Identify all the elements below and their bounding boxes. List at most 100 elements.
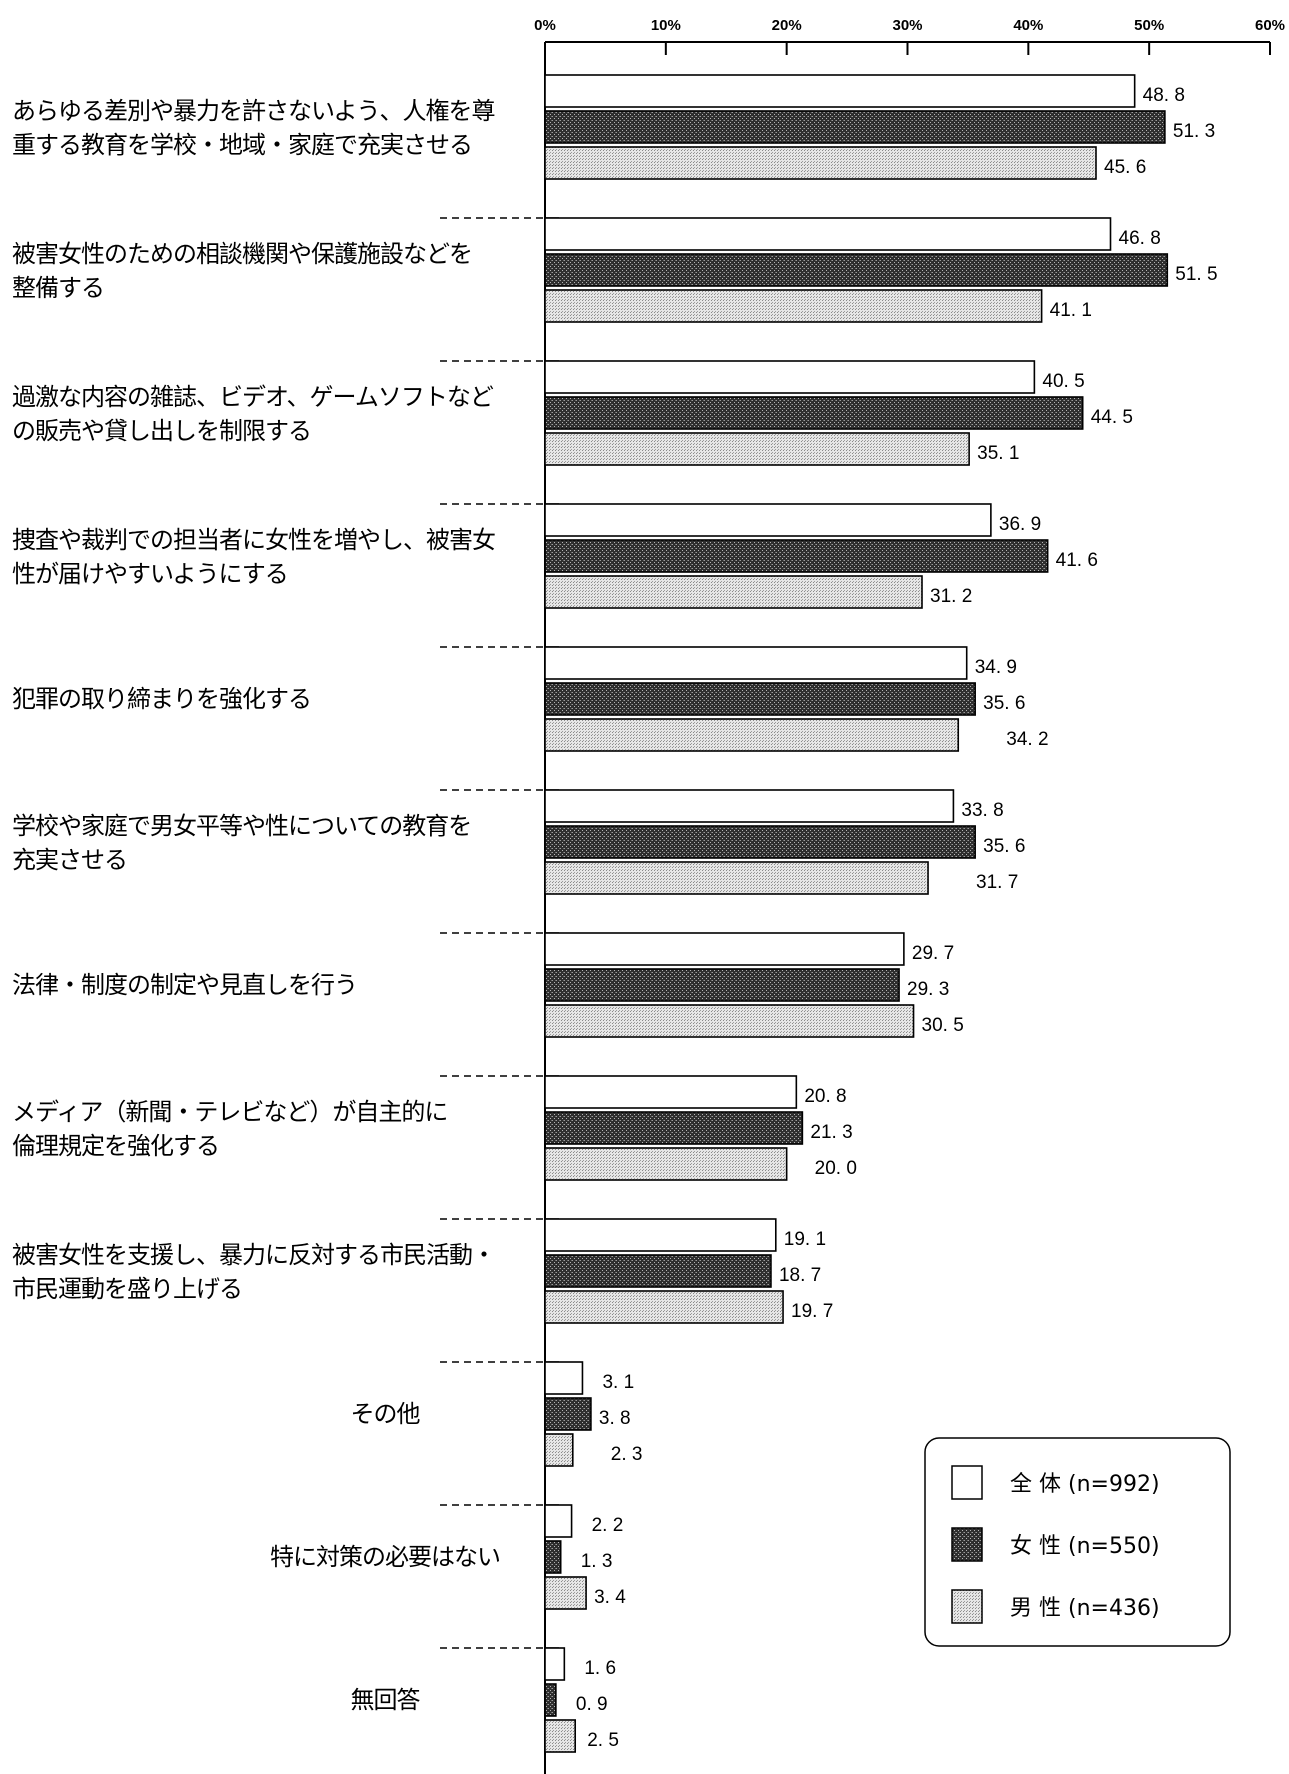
category-label: 学校や家庭で男女平等や性についての教育を: [12, 812, 471, 840]
category-label: メディア（新聞・テレビなど）が自主的に: [12, 1098, 447, 1126]
bar-male: [544, 1147, 788, 1181]
data-label: 29. 7: [912, 943, 954, 964]
bar-total: [544, 503, 992, 537]
bar-total: [544, 1361, 584, 1395]
bar-male: [544, 1004, 915, 1038]
data-label: 3. 4: [594, 1587, 626, 1608]
bar-male: [544, 1719, 577, 1753]
category-label: 充実させる: [12, 846, 127, 874]
bar-total: [544, 932, 905, 966]
data-label: 51. 3: [1173, 121, 1215, 142]
data-label: 35. 6: [983, 693, 1025, 714]
bar-male: [544, 289, 1043, 323]
bar-total: [544, 217, 1112, 251]
bar-female: [544, 396, 1084, 430]
bar-male: [544, 1433, 574, 1467]
category-label: 性が届けやすいようにする: [12, 560, 288, 588]
category-label: 犯罪の取り締まりを強化する: [12, 685, 311, 713]
bar-female: [544, 1254, 772, 1288]
x-tick-label: 30%: [892, 17, 922, 34]
bar-male: [544, 861, 929, 895]
data-label: 44. 5: [1091, 407, 1133, 428]
bar-female: [544, 682, 976, 716]
data-label: 2. 2: [592, 1515, 624, 1536]
data-label: 3. 8: [599, 1408, 631, 1429]
data-label: 19. 1: [784, 1229, 826, 1250]
x-tick-label: 10%: [651, 17, 681, 34]
category-label: 整備する: [12, 274, 104, 302]
bar-female: [544, 1683, 557, 1717]
category-label: 市民運動を盛り上げる: [12, 1275, 242, 1303]
bar-female: [544, 1111, 804, 1145]
data-label: 34. 9: [975, 657, 1017, 678]
bar-male: [544, 1290, 784, 1324]
category-label: 無回答: [351, 1686, 421, 1714]
bar-male: [544, 432, 970, 466]
legend-swatch-male: [951, 1589, 983, 1624]
bar-male: [544, 575, 923, 609]
bar-total: [544, 360, 1036, 394]
bar-total: [544, 1647, 566, 1681]
bar-male: [544, 718, 960, 752]
data-label: 46. 8: [1119, 228, 1161, 249]
bar-total: [544, 789, 955, 823]
data-label: 1. 6: [584, 1658, 616, 1679]
data-label: 2. 3: [611, 1444, 643, 1465]
legend-box: [924, 1437, 1231, 1647]
legend-label: 男 性 (n=436): [1010, 1596, 1160, 1621]
data-label: 40. 5: [1042, 371, 1084, 392]
legend-swatch-female: [951, 1527, 983, 1562]
data-label: 20. 8: [804, 1086, 846, 1107]
category-label: 被害女性のための相談機関や保護施設などを: [12, 240, 472, 268]
category-label: 法律・制度の制定や見直しを行う: [12, 971, 357, 999]
x-tick-label: 50%: [1134, 17, 1164, 34]
bar-female: [544, 253, 1169, 287]
data-label: 48. 8: [1143, 85, 1185, 106]
data-label: 19. 7: [791, 1301, 833, 1322]
bar-female: [544, 539, 1049, 573]
category-label: あらゆる差別や暴力を許さないよう、人権を尊: [12, 97, 495, 125]
data-label: 29. 3: [907, 979, 949, 1000]
data-label: 45. 6: [1104, 157, 1146, 178]
bar-male: [544, 1576, 587, 1610]
data-label: 36. 9: [999, 514, 1041, 535]
x-tick-label: 20%: [772, 17, 802, 34]
legend-label: 女 性 (n=550): [1010, 1534, 1160, 1559]
data-label: 0. 9: [576, 1694, 608, 1715]
data-label: 18. 7: [779, 1265, 821, 1286]
data-label: 33. 8: [961, 800, 1003, 821]
bar-total: [544, 1504, 573, 1538]
data-label: 21. 3: [810, 1122, 852, 1143]
bar-total: [544, 1075, 798, 1109]
data-label: 41. 6: [1056, 550, 1098, 571]
data-label: 41. 1: [1050, 300, 1092, 321]
data-label: 3. 1: [602, 1372, 634, 1393]
bar-total: [544, 74, 1136, 108]
data-label: 20. 0: [815, 1158, 857, 1179]
category-label: 過激な内容の雑誌、ビデオ、ゲームソフトなど: [12, 383, 494, 411]
data-label: 1. 3: [581, 1551, 613, 1572]
bar-total: [544, 646, 968, 680]
data-label: 35. 1: [977, 443, 1019, 464]
data-label: 2. 5: [587, 1730, 619, 1751]
category-label: 倫理規定を強化する: [12, 1132, 219, 1160]
bar-female: [544, 1540, 562, 1574]
bar-female: [544, 110, 1166, 144]
category-label: 重する教育を学校・地域・家庭で充実させる: [12, 131, 472, 159]
x-tick-label: 40%: [1013, 17, 1043, 34]
category-label: 特に対策の必要はない: [270, 1543, 500, 1571]
category-label: 被害女性を支援し、暴力に反対する市民活動・: [12, 1241, 495, 1269]
bar-total: [544, 1218, 777, 1252]
bar-female: [544, 968, 900, 1002]
category-label: の販売や貸し出しを制限する: [12, 417, 311, 445]
category-label: その他: [351, 1400, 421, 1428]
bar-male: [544, 146, 1097, 180]
x-tick-label: 60%: [1255, 17, 1285, 34]
data-label: 51. 5: [1175, 264, 1217, 285]
data-label: 34. 2: [1006, 729, 1048, 750]
data-label: 35. 6: [983, 836, 1025, 857]
data-label: 31. 2: [930, 586, 972, 607]
data-label: 31. 7: [976, 872, 1018, 893]
legend-swatch-total: [951, 1465, 983, 1500]
